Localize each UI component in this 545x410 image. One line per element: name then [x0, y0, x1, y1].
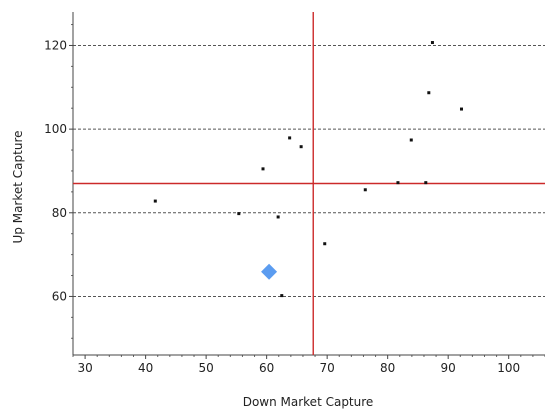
y-axis-title: Up Market Capture: [11, 131, 25, 244]
scatter-point: [409, 138, 413, 142]
scatter-point: [280, 294, 284, 298]
scatter-point: [396, 181, 400, 185]
scatter-point: [261, 167, 265, 171]
scatter-point: [153, 199, 157, 203]
x-tick-label: 40: [138, 361, 153, 375]
y-tick-label: 80: [52, 206, 67, 220]
x-axis-title: Down Market Capture: [243, 395, 374, 409]
y-tick-label: 60: [52, 289, 67, 303]
scatter-point: [237, 212, 241, 216]
scatter-point: [323, 242, 327, 246]
x-tick-label: 80: [380, 361, 395, 375]
reference-lines: [73, 12, 545, 355]
x-tick-label: 70: [320, 361, 335, 375]
scatter-point: [430, 41, 434, 45]
highlight-diamond-point: [261, 263, 278, 280]
scatter-point: [424, 181, 428, 185]
x-tick-label: 50: [198, 361, 213, 375]
y-tick-label: 120: [44, 38, 67, 52]
x-tick-label: 30: [77, 361, 92, 375]
grid-layer: [73, 44, 545, 297]
scatter-point: [427, 91, 431, 95]
y-tick-label: 100: [44, 122, 67, 136]
scatter-point: [276, 215, 280, 219]
scatter-point: [288, 136, 292, 140]
scatter-point: [363, 188, 367, 192]
scatter-point: [459, 107, 463, 111]
x-tick-label: 90: [441, 361, 456, 375]
tick-labels: 60 80 100 120 30 40 50 60 70 80 90 100: [44, 38, 520, 375]
scatter-point: [299, 145, 303, 149]
data-points: [153, 41, 463, 298]
x-tick-label: 60: [259, 361, 274, 375]
axis-layer: [69, 12, 545, 359]
x-tick-label: 100: [497, 361, 520, 375]
